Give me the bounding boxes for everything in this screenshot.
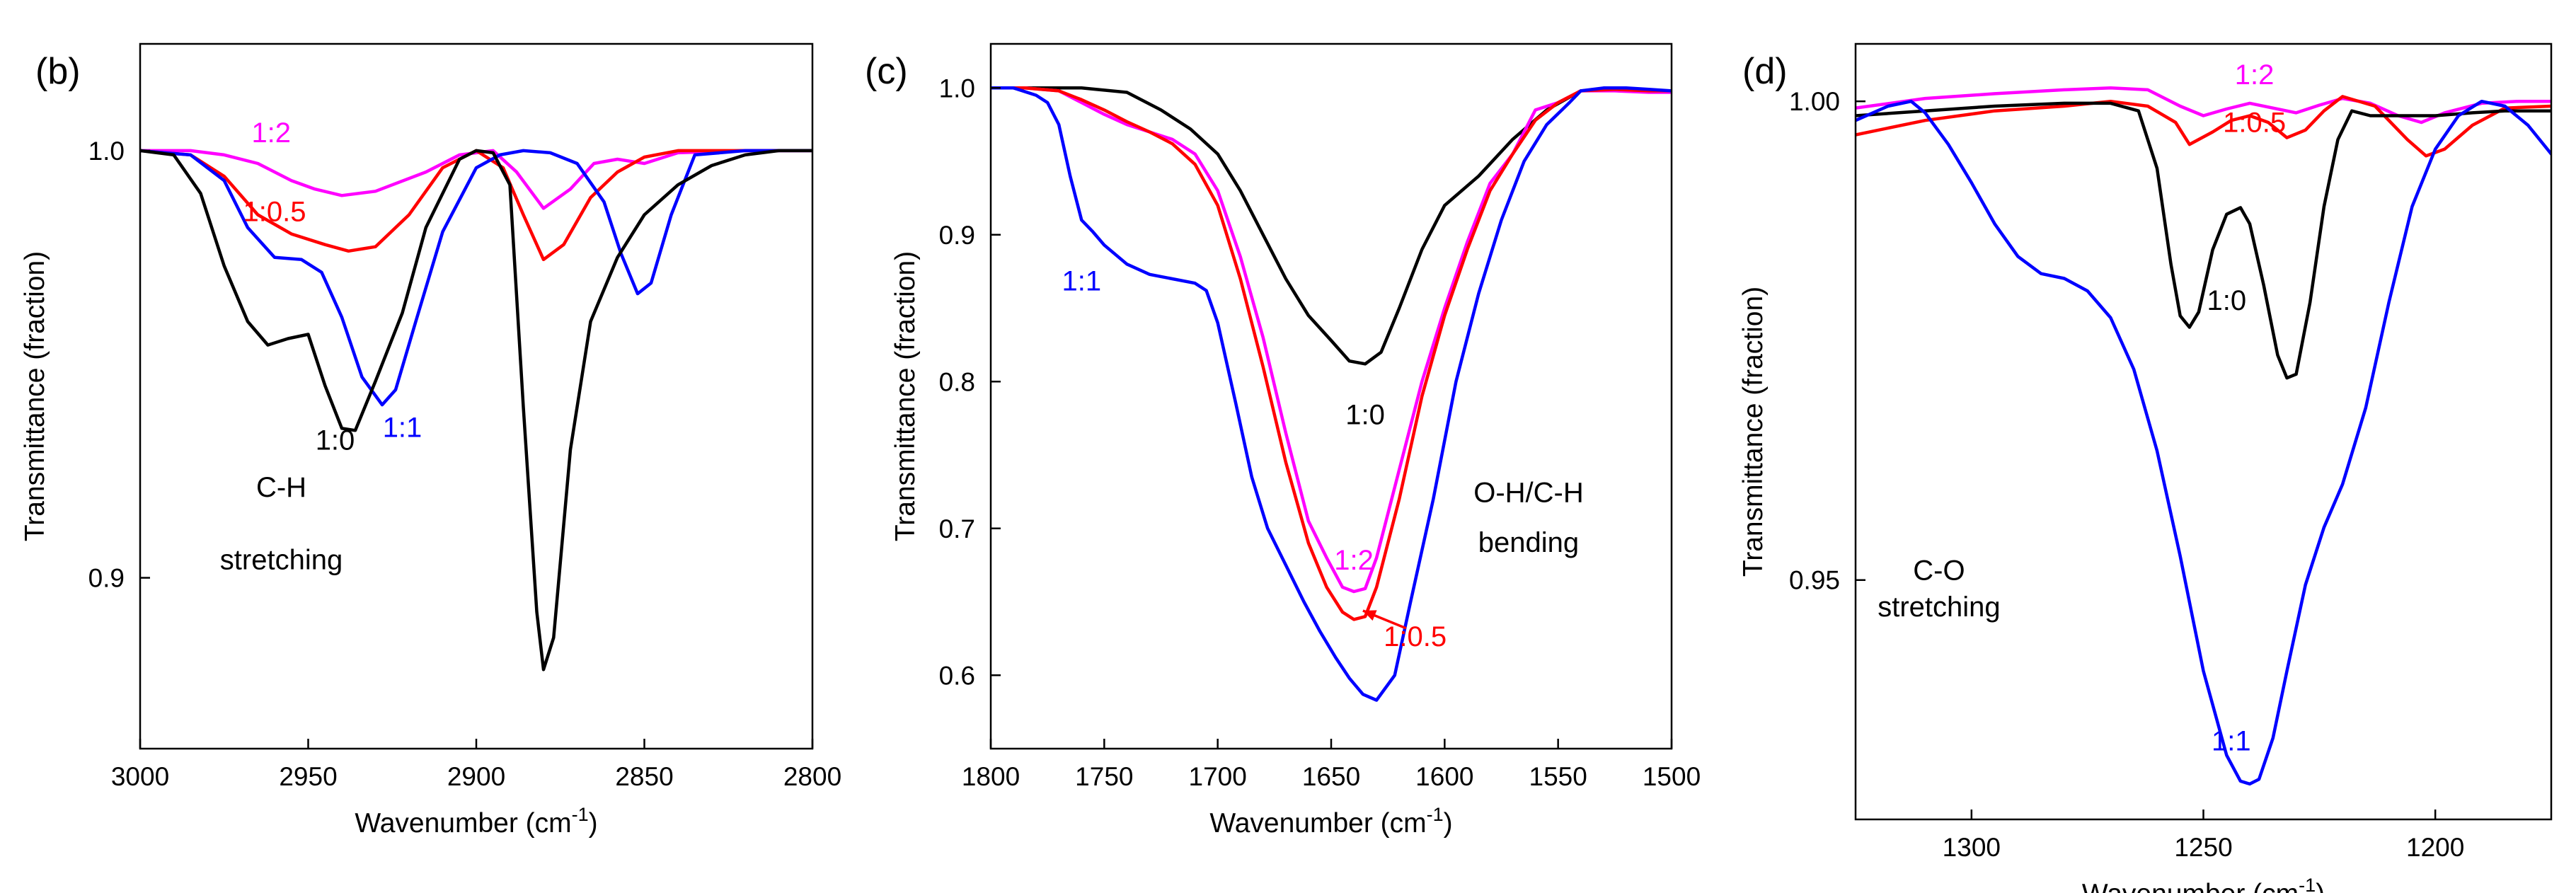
y-tick-label: 0.9	[88, 564, 125, 593]
series-label-1-1: 1:1	[383, 412, 422, 443]
arrowhead-icon	[1362, 610, 1377, 621]
annotation-label: O-H/C-H	[1473, 477, 1584, 508]
x-tick-label: 1250	[2174, 833, 2232, 862]
y-tick-label: 0.9	[939, 221, 975, 250]
series-label-1-0: 1:0	[1345, 399, 1385, 430]
x-tick-label: 2950	[279, 762, 337, 791]
x-tick-label: 1800	[962, 762, 1020, 791]
series-label-1-1: 1:1	[2212, 726, 2251, 757]
x-axis-label: Wavenumber (cm-1)	[355, 804, 597, 839]
panel-b: 3000 2950 2900 2850 2800 1.0 0.9 Wavenumber (cm…	[20, 42, 841, 839]
annotation-label: C-H	[256, 472, 306, 503]
panel-d: 1300 1250 1200 1.00 0.95 Wavenumber (cm-1) Tra…	[1738, 42, 2553, 893]
panel-c: 1800 1750 1700 1650 1600 1550 1500 1.0 0.9 0.8 0.7…	[865, 42, 1701, 839]
x-tick-label: 1650	[1302, 762, 1360, 791]
x-tick-label: 1200	[2406, 833, 2464, 862]
x-tick-label: 2850	[615, 762, 673, 791]
series-line-1-1	[1856, 99, 2551, 786]
y-tick-label: 1.00	[1789, 87, 1840, 116]
y-axis-label: Transmittance (fraction)	[890, 251, 921, 541]
series-label-1-0-5: 1:0.5	[2223, 107, 2286, 138]
series-label-1-2: 1:2	[251, 117, 291, 149]
series-line-1-0	[1856, 101, 2551, 380]
series-label-1-1: 1:1	[1062, 266, 1101, 297]
x-axis-label: Wavenumber (cm-1)	[1209, 804, 1452, 839]
x-tick-label: 2900	[447, 762, 505, 791]
series-line-1-0-5	[1856, 95, 2551, 158]
series-group	[991, 86, 1672, 702]
x-tick-label: 1600	[1415, 762, 1473, 791]
y-tick-label: 0.95	[1789, 566, 1840, 595]
series-group	[140, 149, 812, 672]
y-axis-label: Transmittance (fraction)	[20, 251, 50, 541]
series-line-1-0	[140, 149, 812, 672]
y-tick-label: 1.0	[939, 74, 975, 103]
y-tick-label: 0.7	[939, 514, 975, 543]
series-line-1-0	[991, 86, 1672, 366]
panel-label: (b)	[35, 51, 81, 92]
series-label-1-2: 1:2	[1334, 545, 1374, 576]
series-label-1-0: 1:0	[2207, 285, 2246, 316]
series-label-1-0-5: 1:0.5	[243, 197, 306, 228]
series-line-1-0-5	[991, 86, 1672, 621]
series-group	[1856, 86, 2551, 786]
series-line-1-2	[991, 86, 1672, 594]
series-label-1-0-5: 1:0.5	[1384, 621, 1447, 652]
series-label-1-2: 1:2	[2235, 59, 2275, 91]
x-tick-label: 1550	[1529, 762, 1587, 791]
y-axis-label: Transmittance (fraction)	[1738, 287, 1769, 577]
x-tick-label: 1700	[1189, 762, 1247, 791]
annotation-label: C-O	[1913, 555, 1965, 587]
panel-label: (c)	[865, 51, 908, 92]
annotation-label: stretching	[220, 544, 343, 575]
x-tick-label: 1300	[1943, 833, 2001, 862]
x-axis-label: Wavenumber (cm-1)	[2082, 875, 2325, 893]
panel-label: (d)	[1742, 51, 1788, 92]
x-tick-label: 3000	[111, 762, 169, 791]
plot-frame	[989, 42, 1673, 750]
x-tick-label: 2800	[783, 762, 841, 791]
x-tick-label: 1500	[1643, 762, 1701, 791]
series-line-1-2	[140, 149, 812, 210]
y-tick-label: 0.8	[939, 367, 975, 396]
x-tick-label: 1750	[1075, 762, 1133, 791]
plot-frame	[1854, 42, 2553, 821]
y-tick-label: 1.0	[88, 137, 125, 166]
annotation-label: stretching	[1878, 592, 2000, 623]
series-label-1-0: 1:0	[316, 425, 355, 456]
series-line-1-1	[140, 149, 812, 407]
annotation-label: bending	[1478, 527, 1579, 558]
y-tick-label: 0.6	[939, 661, 975, 690]
series-line-1-1	[991, 86, 1672, 702]
